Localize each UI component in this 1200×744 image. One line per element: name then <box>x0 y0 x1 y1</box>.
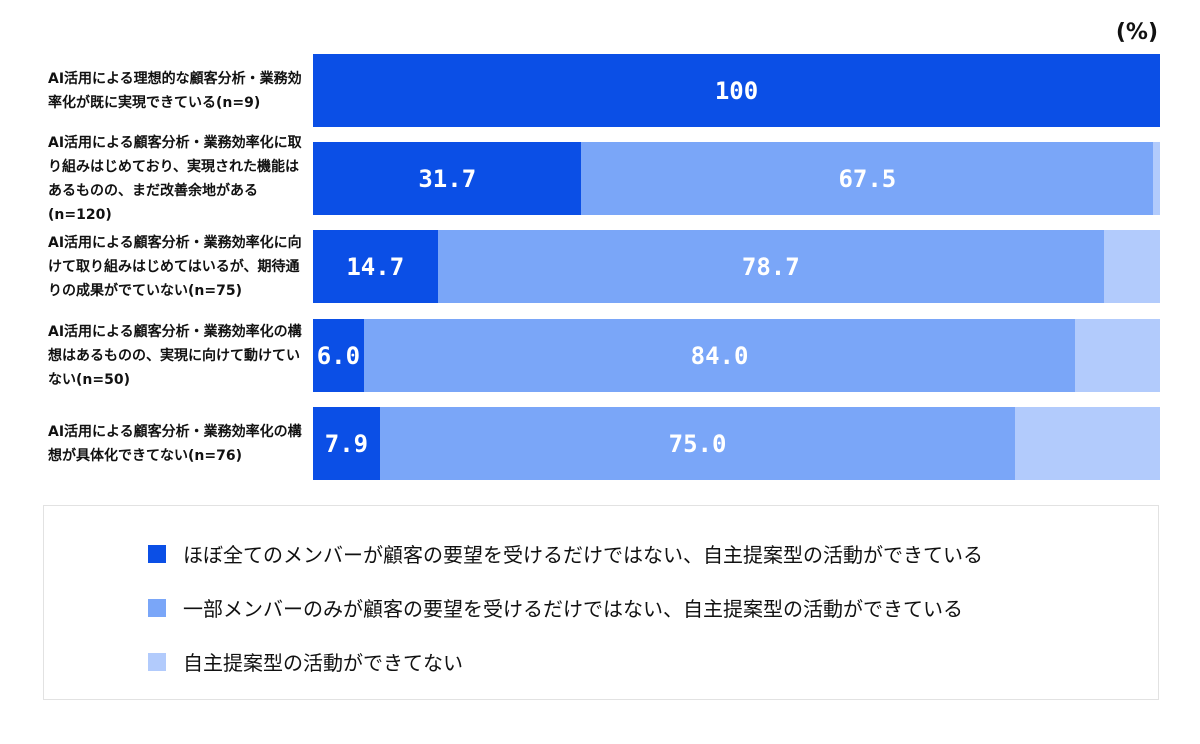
legend-swatch <box>148 652 166 671</box>
data-label: 14.7 <box>346 252 405 281</box>
legend-swatch <box>148 598 166 617</box>
legend-item: 一部メンバーのみが顧客の要望を受けるだけではない、自主提案型の活動ができている <box>148 593 963 622</box>
bar-segment-1: 31.7 <box>313 142 582 215</box>
data-label: 7.9 <box>324 429 369 458</box>
bar-segment-3 <box>1015 407 1160 480</box>
legend-item: ほぼ全てのメンバーが顧客の要望を受けるだけではない、自主提案型の活動ができている <box>148 539 983 568</box>
data-label: 100 <box>714 76 759 105</box>
data-label: 84.0 <box>690 341 749 370</box>
data-label: 78.7 <box>741 252 800 281</box>
legend: ほぼ全てのメンバーが顧客の要望を受けるだけではない、自主提案型の活動ができている… <box>43 505 1159 700</box>
legend-item: 自主提案型の活動ができてない <box>148 647 463 676</box>
bar-segment-2: 84.0 <box>363 319 1076 392</box>
legend-label: ほぼ全てのメンバーが顧客の要望を受けるだけではない、自主提案型の活動ができている <box>183 543 983 567</box>
category-label: AI活用による顧客分析・業務効率化に取り組みはじめており、実現された機能はあるも… <box>48 134 302 223</box>
bar-segment-1: 7.9 <box>313 407 380 480</box>
legend-label: 一部メンバーのみが顧客の要望を受けるだけではない、自主提案型の活動ができている <box>183 597 963 621</box>
category-label: AI活用による顧客分析・業務効率化に向けて取り組みはじめてはいるが、期待通りの成… <box>48 234 302 299</box>
category-label: AI活用による顧客分析・業務効率化の構想が具体化できてない(n=76) <box>48 423 302 464</box>
bar-segment-1: 14.7 <box>313 230 438 303</box>
category-label: AI活用による顧客分析・業務効率化の構想はあるものの、実現に向けて動けていない(… <box>48 323 302 388</box>
bar-segment-2: 78.7 <box>437 230 1105 303</box>
data-label: 31.7 <box>418 164 477 193</box>
bar-segment-2: 67.5 <box>581 142 1154 215</box>
data-label: 75.0 <box>668 429 727 458</box>
bar-segment-3 <box>1104 230 1160 303</box>
category-label: AI活用による理想的な顧客分析・業務効率化が既に実現できている(n=9) <box>48 70 302 111</box>
data-label: 6.0 <box>316 341 361 370</box>
legend-label: 自主提案型の活動ができてない <box>183 651 463 675</box>
bar-segment-3 <box>1153 142 1160 215</box>
bar-segment-3 <box>1075 319 1160 392</box>
bar-segment-1: 6.0 <box>313 319 364 392</box>
data-label: 67.5 <box>838 164 897 193</box>
bar-segment-2: 75.0 <box>379 407 1016 480</box>
unit-label: (%) <box>1115 20 1158 45</box>
legend-swatch <box>148 544 166 563</box>
bar-segment-1: 100 <box>313 54 1160 127</box>
